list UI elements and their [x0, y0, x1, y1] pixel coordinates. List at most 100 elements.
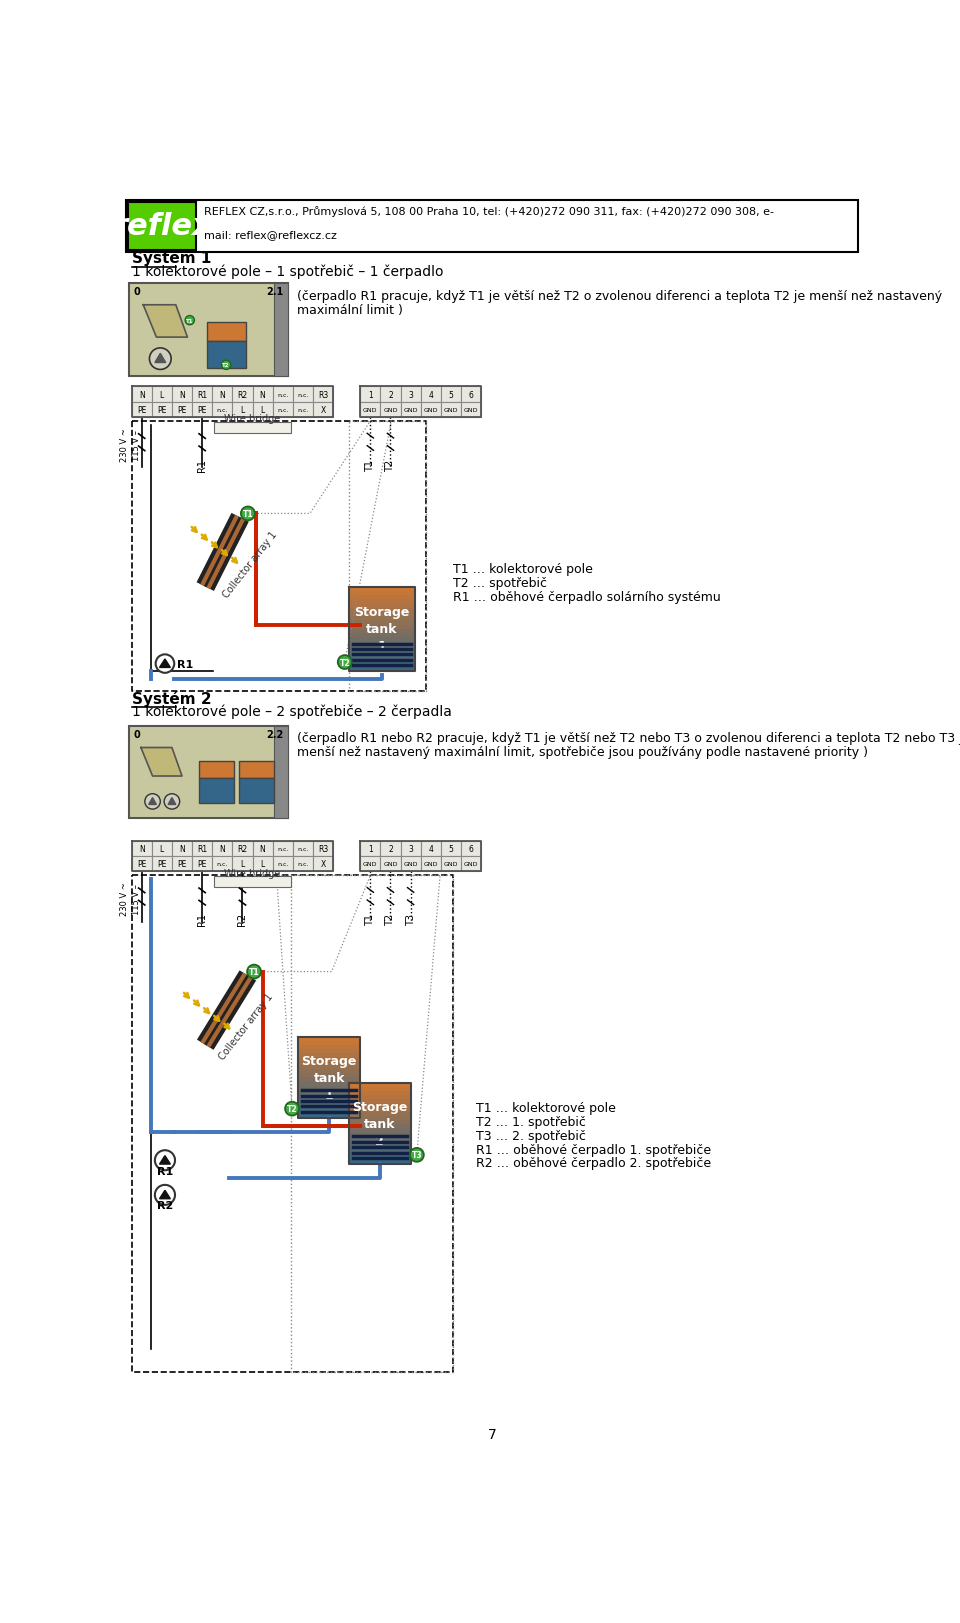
- Bar: [199, 777, 234, 803]
- Text: 0: 0: [134, 287, 141, 297]
- Text: GND: GND: [403, 407, 418, 412]
- Text: n.c.: n.c.: [298, 862, 309, 867]
- Bar: [273, 388, 293, 403]
- Bar: [299, 1078, 360, 1083]
- Text: T1: T1: [366, 459, 375, 472]
- Text: GND: GND: [403, 862, 418, 867]
- Text: Wire bridge: Wire bridge: [225, 868, 280, 878]
- Text: n.c.: n.c.: [298, 407, 309, 412]
- Text: N: N: [260, 844, 266, 854]
- Bar: [461, 388, 481, 403]
- Bar: [348, 1092, 411, 1097]
- Text: Systém 1: Systém 1: [132, 250, 211, 266]
- Text: GND: GND: [363, 407, 377, 412]
- Bar: [380, 403, 400, 417]
- Circle shape: [145, 794, 160, 810]
- Bar: [348, 1100, 411, 1105]
- Text: GND: GND: [464, 407, 478, 412]
- Text: L: L: [240, 860, 245, 868]
- Bar: [130, 284, 288, 377]
- Bar: [214, 876, 291, 888]
- Bar: [348, 667, 415, 672]
- Text: PE: PE: [137, 406, 146, 415]
- Text: R2 … oběhové čerpadlo 2. spotřebiče: R2 … oběhové čerpadlo 2. spotřebiče: [476, 1157, 711, 1170]
- Text: T3: T3: [406, 914, 416, 925]
- Text: T3: T3: [412, 1151, 422, 1159]
- Text: 0: 0: [134, 729, 141, 738]
- Text: R3: R3: [318, 844, 328, 854]
- Text: R2: R2: [237, 912, 248, 925]
- Bar: [172, 841, 192, 857]
- Text: Storage
tank
1: Storage tank 1: [354, 605, 409, 652]
- Text: menší než nastavený maximální limit, spotřebiče jsou používány podle nastavené p: menší než nastavený maximální limit, spo…: [297, 747, 868, 760]
- Text: T3 … 2. spotřebič: T3 … 2. spotřebič: [476, 1130, 587, 1143]
- Polygon shape: [159, 659, 170, 669]
- Bar: [299, 1066, 360, 1071]
- Bar: [232, 857, 252, 872]
- Text: n.c.: n.c.: [277, 846, 289, 852]
- Text: T1: T1: [243, 510, 253, 519]
- Bar: [214, 422, 291, 433]
- Bar: [348, 1136, 411, 1141]
- Circle shape: [155, 1185, 175, 1206]
- Bar: [273, 403, 293, 417]
- Bar: [348, 604, 415, 609]
- Bar: [252, 857, 273, 872]
- Text: GND: GND: [363, 862, 377, 867]
- Bar: [380, 841, 400, 857]
- Text: R2: R2: [156, 1201, 173, 1211]
- Bar: [239, 761, 275, 777]
- Bar: [441, 857, 461, 872]
- Polygon shape: [168, 799, 176, 805]
- Text: T1 … kolektorové pole: T1 … kolektorové pole: [476, 1102, 616, 1115]
- Bar: [299, 1094, 360, 1099]
- Text: N: N: [180, 844, 185, 854]
- Bar: [348, 622, 415, 626]
- Text: 4: 4: [428, 844, 433, 854]
- Bar: [348, 656, 415, 661]
- Text: 4: 4: [428, 391, 433, 399]
- Text: n.c.: n.c.: [298, 846, 309, 852]
- Bar: [212, 857, 232, 872]
- Bar: [299, 1061, 360, 1066]
- Text: GND: GND: [444, 407, 458, 412]
- Bar: [348, 1156, 411, 1160]
- Bar: [299, 1113, 360, 1118]
- Bar: [313, 841, 333, 857]
- Text: n.c.: n.c.: [277, 407, 289, 412]
- Bar: [273, 857, 293, 872]
- Text: T2 … 1. spotřebič: T2 … 1. spotřebič: [476, 1115, 587, 1128]
- Bar: [192, 403, 212, 417]
- Bar: [192, 388, 212, 403]
- Bar: [299, 1091, 360, 1096]
- Bar: [348, 1152, 411, 1157]
- Text: R3: R3: [318, 391, 328, 399]
- Bar: [360, 857, 380, 872]
- Bar: [293, 857, 313, 872]
- Bar: [293, 841, 313, 857]
- Bar: [299, 1045, 360, 1050]
- Text: GND: GND: [383, 407, 397, 412]
- Text: PE: PE: [137, 860, 146, 868]
- Bar: [128, 203, 196, 252]
- Bar: [348, 1087, 411, 1092]
- Bar: [348, 1096, 411, 1100]
- Bar: [348, 625, 415, 630]
- Bar: [348, 601, 415, 605]
- Text: N: N: [220, 844, 226, 854]
- Circle shape: [285, 1102, 299, 1117]
- Text: R1 … oběhové čerpadlo solárního systému: R1 … oběhové čerpadlo solárního systému: [453, 591, 721, 604]
- Bar: [348, 659, 415, 664]
- Text: 230 V ~
115 V –: 230 V ~ 115 V –: [120, 881, 141, 915]
- Bar: [400, 388, 420, 403]
- Text: T1 … kolektorové pole: T1 … kolektorové pole: [453, 563, 593, 576]
- Text: Wire bridge: Wire bridge: [225, 414, 280, 424]
- Bar: [348, 1117, 411, 1121]
- Bar: [206, 342, 246, 368]
- Text: L: L: [159, 391, 164, 399]
- Text: GND: GND: [444, 862, 458, 867]
- Bar: [348, 1084, 411, 1089]
- Text: 2: 2: [388, 844, 393, 854]
- Bar: [441, 388, 461, 403]
- Text: T2: T2: [386, 914, 396, 925]
